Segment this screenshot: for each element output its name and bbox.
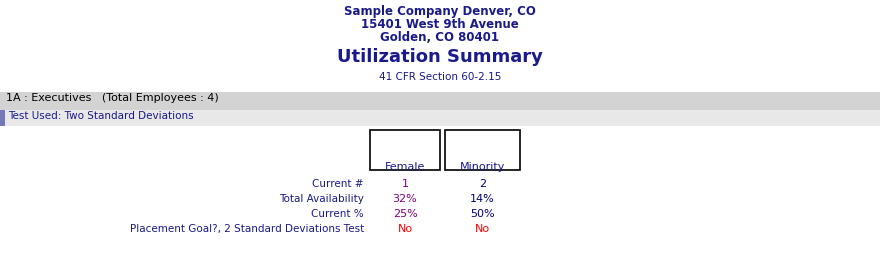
Text: 50%: 50%: [470, 209, 495, 219]
Text: 2: 2: [479, 179, 486, 189]
Text: Test Used: Two Standard Deviations: Test Used: Two Standard Deviations: [8, 111, 194, 121]
Text: Utilization Summary: Utilization Summary: [337, 48, 543, 66]
Text: Total Availability: Total Availability: [279, 194, 364, 204]
Text: No: No: [475, 224, 490, 234]
Text: 1: 1: [401, 179, 408, 189]
Text: Current %: Current %: [312, 209, 364, 219]
Text: 14%: 14%: [470, 194, 495, 204]
Text: 15401 West 9th Avenue: 15401 West 9th Avenue: [361, 18, 519, 31]
Text: Female: Female: [385, 162, 425, 172]
Text: No: No: [398, 224, 413, 234]
Text: 25%: 25%: [392, 209, 417, 219]
Text: 1A : Executives   (Total Employees : 4): 1A : Executives (Total Employees : 4): [6, 93, 219, 103]
Text: Minority: Minority: [460, 162, 505, 172]
Bar: [0, 110, 5, 126]
Text: Current #: Current #: [312, 179, 364, 189]
Bar: [370, 130, 440, 170]
Text: 41 CFR Section 60-2.15: 41 CFR Section 60-2.15: [378, 72, 502, 82]
Text: Placement Goal?, 2 Standard Deviations Test: Placement Goal?, 2 Standard Deviations T…: [129, 224, 364, 234]
Bar: [445, 130, 520, 170]
Bar: [0, 92, 880, 110]
Bar: [0, 110, 880, 126]
Text: Golden, CO 80401: Golden, CO 80401: [380, 31, 500, 44]
Text: 32%: 32%: [392, 194, 417, 204]
Text: Sample Company Denver, CO: Sample Company Denver, CO: [344, 5, 536, 18]
